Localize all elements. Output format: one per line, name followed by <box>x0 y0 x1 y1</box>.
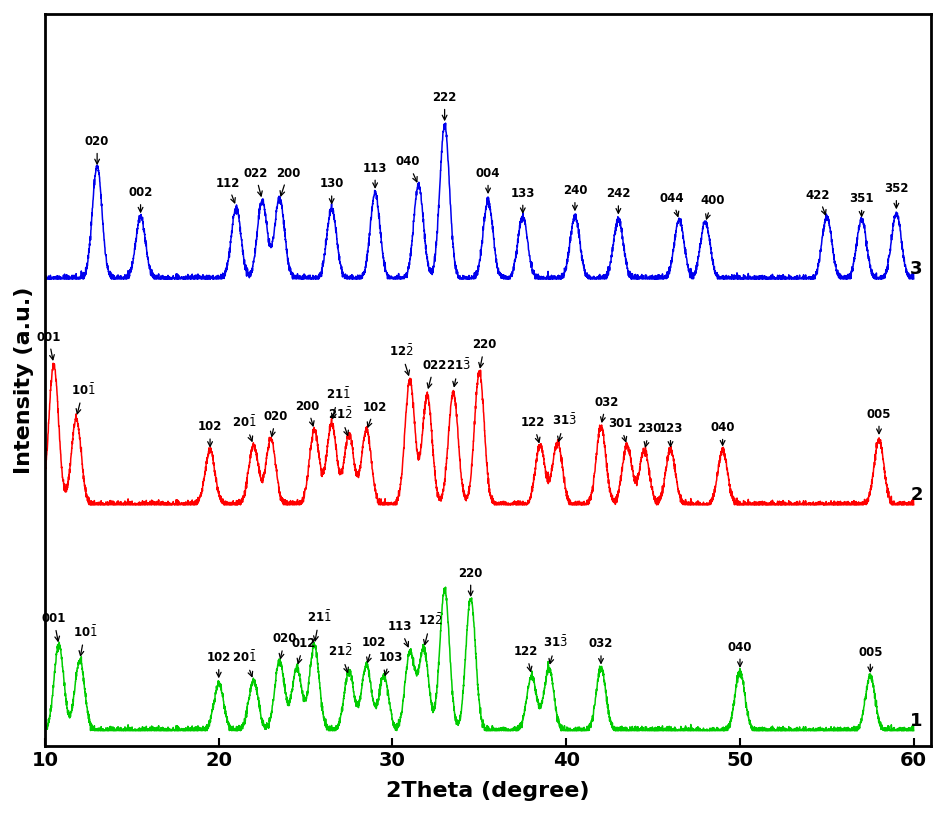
Text: 113: 113 <box>362 161 387 187</box>
Text: 001: 001 <box>36 331 60 359</box>
Text: 122: 122 <box>514 645 538 672</box>
Text: 12$\bar{2}$: 12$\bar{2}$ <box>418 613 443 645</box>
Text: 002: 002 <box>128 186 153 212</box>
Y-axis label: Intensity (a.u.): Intensity (a.u.) <box>14 286 34 474</box>
Text: 2: 2 <box>909 487 921 504</box>
Text: 022: 022 <box>243 167 267 196</box>
Text: 122: 122 <box>520 416 545 443</box>
Text: 044: 044 <box>659 192 683 216</box>
Text: 222: 222 <box>432 90 456 120</box>
Text: 005: 005 <box>866 408 890 434</box>
Text: 20$\bar{1}$: 20$\bar{1}$ <box>232 414 257 441</box>
Text: 032: 032 <box>594 396 617 422</box>
Text: 1: 1 <box>909 712 921 730</box>
Text: 040: 040 <box>710 421 734 445</box>
Text: 422: 422 <box>805 188 830 214</box>
Text: 102: 102 <box>362 401 387 427</box>
Text: 230: 230 <box>637 422 661 447</box>
Text: 352: 352 <box>884 182 907 208</box>
Text: 102: 102 <box>361 636 385 662</box>
Text: 020: 020 <box>272 632 296 659</box>
Text: 10$\bar{1}$: 10$\bar{1}$ <box>73 624 97 655</box>
Text: 3: 3 <box>909 261 921 279</box>
Text: 020: 020 <box>263 410 288 436</box>
Text: 040: 040 <box>727 641 751 667</box>
Text: 20$\bar{1}$: 20$\bar{1}$ <box>232 650 257 676</box>
Text: 220: 220 <box>472 338 497 368</box>
Text: 001: 001 <box>42 612 66 641</box>
Text: 005: 005 <box>857 645 882 672</box>
Text: 21$\bar{2}$: 21$\bar{2}$ <box>328 407 352 435</box>
Text: 004: 004 <box>475 167 499 193</box>
Text: 123: 123 <box>658 422 682 447</box>
Text: 032: 032 <box>588 637 613 663</box>
Text: 21$\bar{3}$: 21$\bar{3}$ <box>446 358 470 386</box>
Text: 103: 103 <box>379 650 402 676</box>
Text: 21$\bar{1}$: 21$\bar{1}$ <box>307 610 331 641</box>
Text: 040: 040 <box>396 156 420 182</box>
Text: 31$\bar{3}$: 31$\bar{3}$ <box>543 635 567 663</box>
X-axis label: 2Theta (degree): 2Theta (degree) <box>386 781 589 801</box>
Text: 31$\bar{3}$: 31$\bar{3}$ <box>551 412 576 441</box>
Text: 10$\bar{1}$: 10$\bar{1}$ <box>71 382 95 414</box>
Text: 12$\bar{2}$: 12$\bar{2}$ <box>388 343 413 375</box>
Text: 21$\bar{2}$: 21$\bar{2}$ <box>328 644 352 672</box>
Text: 012: 012 <box>292 637 315 663</box>
Text: 112: 112 <box>215 177 240 203</box>
Text: 133: 133 <box>510 187 534 213</box>
Text: 240: 240 <box>562 184 586 210</box>
Text: 022: 022 <box>422 359 446 388</box>
Text: 102: 102 <box>207 651 230 677</box>
Text: 020: 020 <box>85 134 110 164</box>
Text: 21$\bar{1}$: 21$\bar{1}$ <box>326 386 350 418</box>
Text: 102: 102 <box>197 421 222 447</box>
Text: 220: 220 <box>458 566 482 596</box>
Text: 400: 400 <box>700 195 724 219</box>
Text: 242: 242 <box>605 187 630 214</box>
Text: 113: 113 <box>387 620 412 647</box>
Text: 351: 351 <box>849 192 873 216</box>
Text: 200: 200 <box>295 400 319 426</box>
Text: 200: 200 <box>276 166 300 196</box>
Text: 130: 130 <box>319 178 344 204</box>
Text: 301: 301 <box>607 417 632 442</box>
